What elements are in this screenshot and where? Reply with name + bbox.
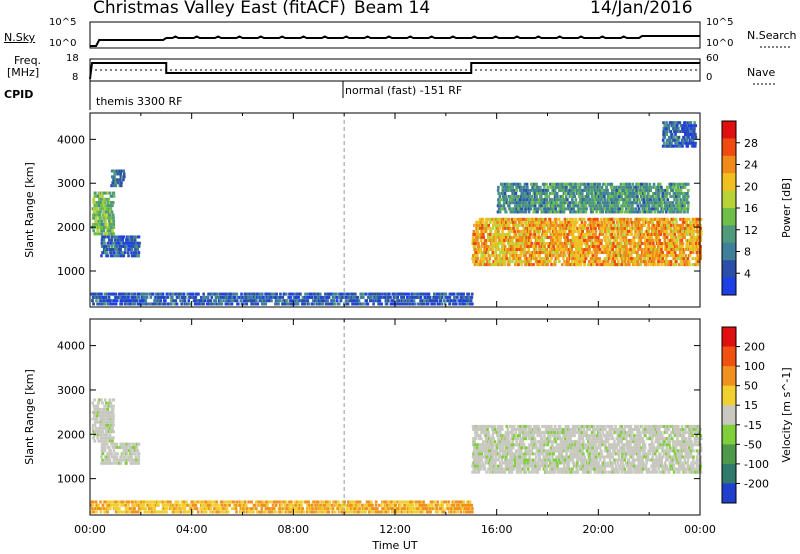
colorbar-tick-label: 20: [744, 180, 758, 193]
colorbar-tick-label: 15: [744, 399, 758, 412]
x-axis-label: Time UT: [371, 539, 417, 552]
colorbar-label: Velocity [m s^-1]: [780, 367, 793, 462]
colorbar-tick-label: 50: [744, 380, 758, 393]
scatter-region: [496, 182, 690, 214]
scatter-region: [471, 424, 703, 474]
y-tick-label: 2000: [57, 428, 85, 441]
y-tick-label: 2000: [57, 221, 85, 234]
colorbar-swatch: [722, 346, 736, 367]
station-title: Christmas Valley East (fitACF): [93, 0, 346, 18]
velocity-heatmap: [90, 398, 703, 514]
y-tick-label: 4000: [57, 133, 85, 146]
cpid-segment-2: normal (fast) -151 RF: [345, 84, 463, 97]
colorbar-swatch: [722, 260, 736, 279]
y-axis-label: Slant Range [km]: [23, 369, 36, 465]
freq-label-line1: Freq.: [14, 54, 42, 67]
y-tick-label: 3000: [57, 177, 85, 190]
colorbar-swatch: [722, 277, 736, 296]
colorbar-tick-label: -50: [744, 438, 762, 451]
y-tick-label: 4000: [57, 340, 85, 353]
x-tick-label: 08:00: [277, 523, 309, 536]
colorbar-tick-label: -100: [744, 458, 769, 471]
colorbar-tick-label: 200: [744, 341, 765, 354]
scatter-region: [471, 217, 703, 267]
freq-trace: [89, 62, 700, 80]
colorbar-swatch: [722, 483, 736, 504]
colorbar-tick-label: 4: [744, 267, 751, 280]
scatter-region: [100, 442, 141, 465]
noise-right-tick-bottom: 10^0: [706, 38, 734, 49]
y-tick-label: 1000: [57, 473, 85, 486]
colorbar-tick-label: -200: [744, 477, 769, 490]
noise-panel-frame: [89, 21, 701, 49]
scatter-region: [91, 398, 116, 443]
colorbar-swatch: [722, 155, 736, 174]
beam-label: Beam 14: [354, 0, 431, 18]
colorbar-swatch: [722, 190, 736, 209]
colorbar-tick-label: 8: [744, 246, 751, 259]
scatter-region: [110, 169, 126, 188]
noise-right-tick-top: 10^5: [706, 17, 734, 28]
x-tick-label: 04:00: [176, 523, 208, 536]
noise-left-tick-bottom: 10^0: [49, 38, 77, 49]
nave-right-tick-bottom: 0: [706, 72, 713, 83]
colorbar-swatch: [722, 138, 736, 157]
nave-right-tick-top: 60: [706, 53, 719, 64]
colorbar-label: Power [dB]: [780, 178, 793, 238]
colorbar-swatch: [722, 121, 736, 139]
noise-trace: [90, 35, 700, 47]
scatter-region: [90, 500, 474, 514]
colorbar-swatch: [722, 444, 736, 465]
cpid-segment-1: themis 3300 RF: [96, 95, 183, 108]
scatter-region: [661, 121, 698, 148]
freq-left-tick-top: 18: [66, 53, 79, 64]
colorbar-tick-label: 28: [744, 137, 758, 150]
cpid-label: CPID: [4, 88, 34, 101]
colorbar-swatch: [722, 405, 736, 426]
scatter-region: [90, 292, 474, 306]
x-tick-label: 00:00: [684, 523, 716, 536]
scatter-region: [91, 191, 116, 236]
colorbar-tick-label: 16: [744, 202, 758, 215]
colorbar-swatch: [722, 225, 736, 244]
scatter-region: [100, 235, 141, 258]
colorbar-swatch: [722, 463, 736, 484]
noise-left-tick-top: 10^5: [49, 17, 77, 28]
colorbar-swatch: [722, 385, 736, 406]
freq-label-line2: [MHz]: [7, 66, 40, 79]
panel-frame: [89, 318, 701, 516]
y-tick-label: 1000: [57, 265, 85, 278]
power-heatmap: [90, 121, 703, 306]
freq-left-tick-bottom: 8: [72, 72, 79, 83]
x-tick-label: 12:00: [379, 523, 411, 536]
colorbar-tick-label: 100: [744, 360, 765, 373]
nave-label: Nave: [747, 66, 776, 79]
x-tick-label: 16:00: [481, 523, 513, 536]
colorbar-swatch: [722, 327, 736, 348]
x-tick-label: 00:00: [74, 523, 106, 536]
y-tick-label: 3000: [57, 384, 85, 397]
colorbar-swatch: [722, 366, 736, 387]
colorbar-swatch: [722, 173, 736, 192]
noise-search-label: N.Search: [747, 29, 797, 42]
colorbar-swatch: [722, 242, 736, 261]
colorbar-tick-label: -15: [744, 419, 762, 432]
x-tick-label: 20:00: [582, 523, 614, 536]
colorbar-tick-label: 12: [744, 224, 758, 237]
colorbar-swatch: [722, 208, 736, 226]
noise-sky-label: N.Sky: [4, 31, 36, 44]
colorbar-frame: [721, 326, 737, 504]
colorbar-tick-label: 24: [744, 159, 758, 172]
date-label: 14/Jan/2016: [590, 0, 693, 18]
colorbar-swatch: [722, 424, 736, 445]
y-axis-label: Slant Range [km]: [23, 162, 36, 258]
